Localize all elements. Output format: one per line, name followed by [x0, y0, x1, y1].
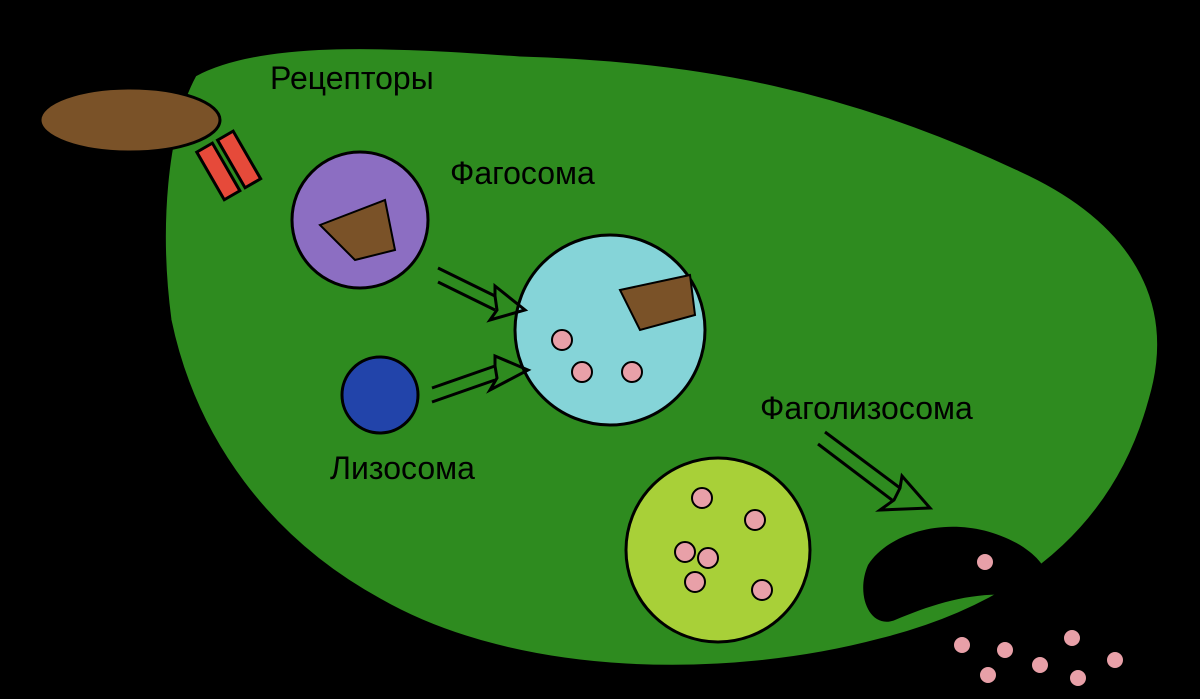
label-phagolysosome: Фаголизосома [760, 390, 973, 427]
enzyme-dot [572, 362, 592, 382]
expelled-dot [1069, 669, 1087, 687]
expelled-dot [996, 641, 1014, 659]
label-phagosome: Фагосома [450, 155, 595, 192]
enzyme-dot [685, 572, 705, 592]
phagolysosome-final [626, 458, 810, 642]
enzyme-dot [675, 542, 695, 562]
lysosome [342, 357, 418, 433]
expelled-dot [1031, 656, 1049, 674]
enzyme-dot [692, 488, 712, 508]
enzyme-dot [752, 580, 772, 600]
expelled-dot [976, 553, 994, 571]
enzyme-dot [698, 548, 718, 568]
label-lysosome: Лизосома [330, 450, 475, 487]
phagolysosome-forming [515, 235, 705, 425]
label-receptors: Рецепторы [270, 60, 434, 97]
external-particle [40, 88, 220, 152]
expelled-dot [1106, 651, 1124, 669]
expelled-dot [953, 636, 971, 654]
phagocytosis-diagram [0, 0, 1200, 699]
expelled-dot [979, 666, 997, 684]
enzyme-dot [622, 362, 642, 382]
enzyme-dot [745, 510, 765, 530]
expelled-dot [1063, 629, 1081, 647]
enzyme-dot [552, 330, 572, 350]
